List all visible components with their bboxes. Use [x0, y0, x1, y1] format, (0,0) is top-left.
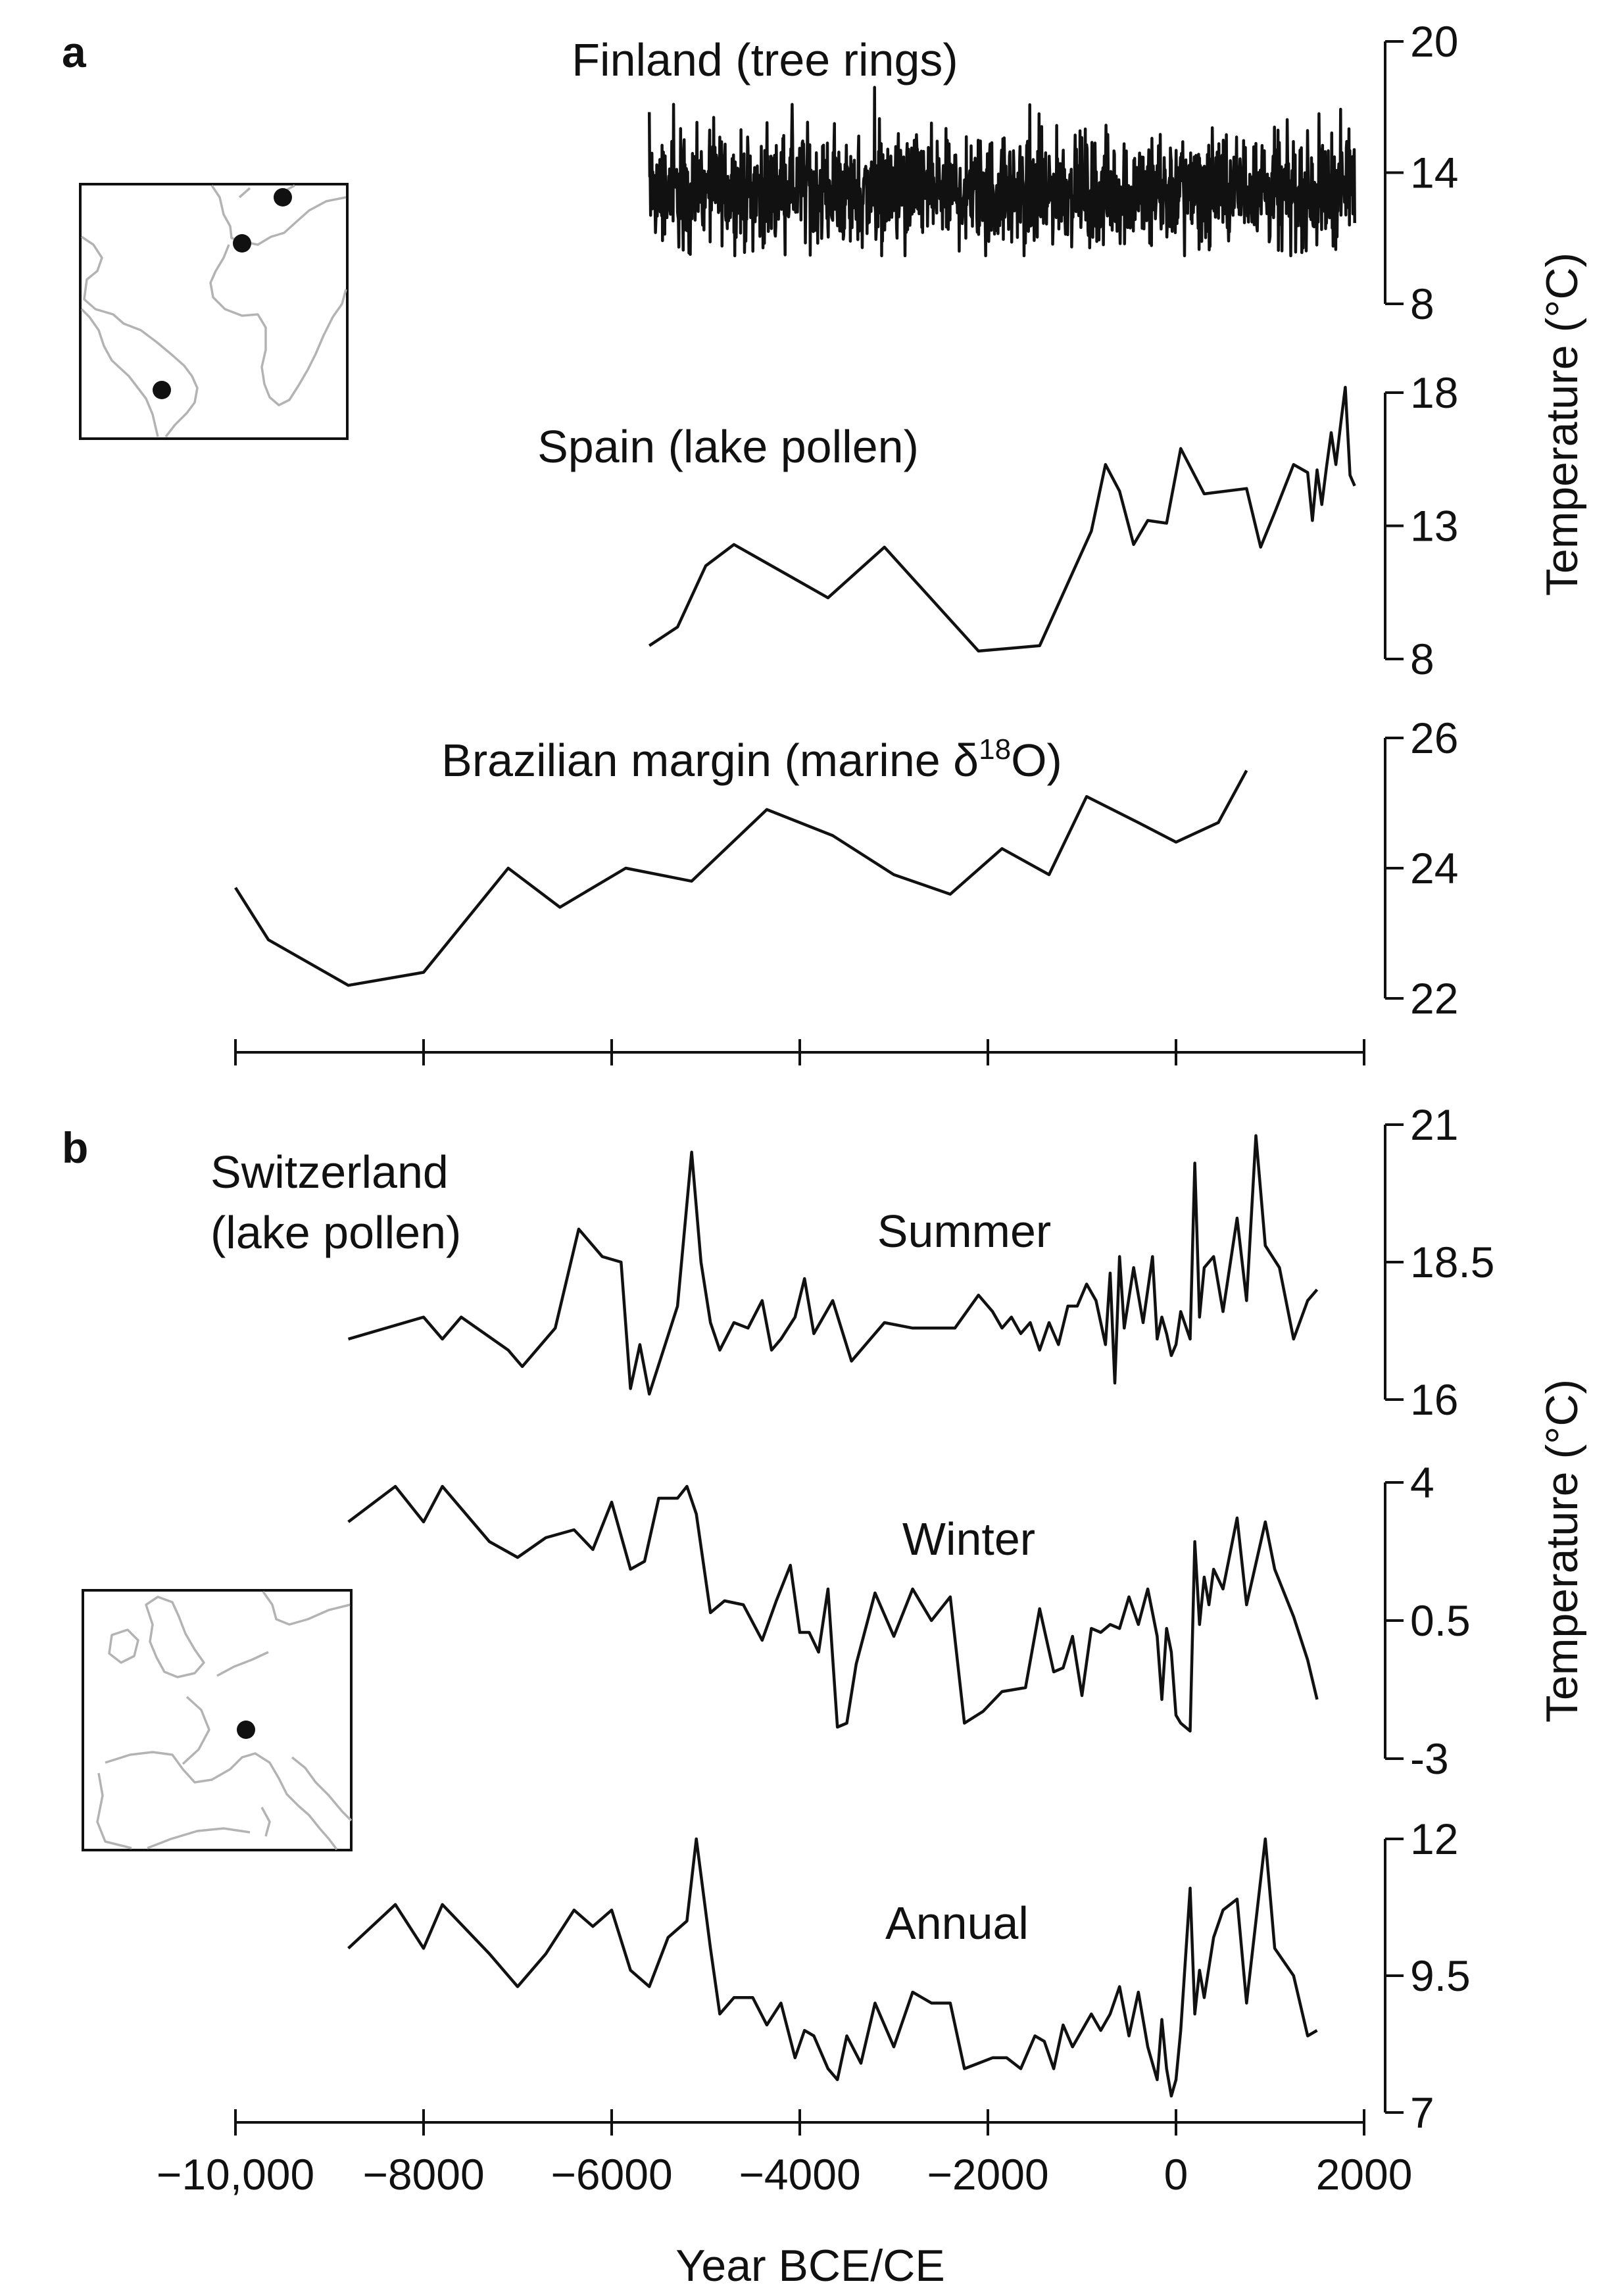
y-tick-label-p1s2-0: 7 — [1410, 2088, 1434, 2137]
panel-a-letter: a — [62, 28, 87, 76]
site-marker-switzerland — [237, 1721, 255, 1739]
x-tick-label-5: 0 — [1164, 2150, 1188, 2199]
x-tick-label-2: −6000 — [551, 2150, 672, 2199]
y-tick-label-p1s1-0: -3 — [1410, 1734, 1449, 1783]
y-axis-title-b: Temperature (°C) — [1537, 1379, 1587, 1722]
y-tick-label-p0s2-1: 24 — [1410, 844, 1458, 892]
y-axis-title-a: Temperature (°C) — [1537, 253, 1587, 596]
y-tick-label-p1s1-1: 0.5 — [1410, 1596, 1471, 1645]
x-tick-label-3: −4000 — [739, 2150, 860, 2199]
series-line-p1s1 — [347, 1484, 1319, 1733]
y-tick-label-p0s2-2: 26 — [1410, 714, 1458, 762]
series-line-finland — [647, 85, 1356, 258]
label-finland: Finland (tree rings) — [572, 34, 958, 85]
x-tick-label-6: 2000 — [1316, 2150, 1413, 2199]
x-axis-title: Year BCE/CE — [675, 2241, 944, 2291]
y-tick-label-p0s0-1: 14 — [1410, 149, 1458, 197]
y-tick-label-p1s0-1: 18.5 — [1410, 1238, 1494, 1286]
y-tick-label-p1s2-2: 12 — [1410, 1815, 1458, 1863]
y-tick-label-p0s1-0: 8 — [1410, 635, 1434, 683]
map-frame-europe — [82, 1589, 353, 1851]
label-spain: Spain (lake pollen) — [537, 421, 919, 472]
map-coast-continent — [96, 1590, 353, 1851]
x-tick-label-1: −8000 — [362, 2150, 484, 2199]
label-summer: Summer — [877, 1206, 1051, 1257]
map-frame-atlantic — [79, 183, 349, 440]
site-marker-spain — [233, 234, 251, 253]
map-coast-africa-europe — [209, 184, 347, 406]
y-tick-label-p0s0-2: 20 — [1410, 17, 1458, 66]
y-tick-label-p1s1-2: 4 — [1410, 1458, 1434, 1507]
series-line-p0s1 — [648, 385, 1356, 653]
x-tick-label-4: −2000 — [927, 2150, 1048, 2199]
label-switzerland-line1: Switzerland — [210, 1146, 449, 1198]
site-marker-finland — [274, 188, 292, 207]
label-brazil: Brazilian margin (marine δ18O) — [441, 733, 1062, 786]
label-switzerland-line2: (lake pollen) — [210, 1207, 461, 1258]
x-tick-label-0: −10,000 — [157, 2150, 314, 2199]
map-coast-americas — [80, 235, 199, 438]
y-tick-label-p0s1-1: 13 — [1410, 502, 1458, 550]
y-tick-label-p0s1-2: 18 — [1410, 368, 1458, 417]
map-coast-british-isles — [108, 1596, 205, 1678]
series-line-p1s2 — [347, 1837, 1318, 2098]
y-tick-label-p1s2-1: 9.5 — [1410, 1951, 1471, 2000]
locator-map-atlantic — [79, 183, 349, 440]
label-winter: Winter — [902, 1513, 1035, 1565]
series-line-p1s0 — [347, 1134, 1319, 1396]
site-marker-brazil — [153, 381, 171, 399]
panel-b-letter: b — [62, 1123, 88, 1172]
y-tick-label-p0s0-0: 8 — [1410, 280, 1434, 328]
series-line-p0s2 — [234, 769, 1248, 987]
plot-layer: 8 14 20 8 13 18 22 24 26 16 18.5 21 -3 0.5 4 7 9.5 12 −10,… — [157, 17, 1495, 2199]
y-tick-label-p1s0-0: 16 — [1410, 1375, 1458, 1424]
label-annual: Annual — [885, 1897, 1029, 1949]
y-tick-label-p1s0-2: 21 — [1410, 1100, 1458, 1149]
locator-map-europe — [82, 1589, 353, 1851]
y-tick-label-p0s2-0: 22 — [1410, 974, 1458, 1023]
